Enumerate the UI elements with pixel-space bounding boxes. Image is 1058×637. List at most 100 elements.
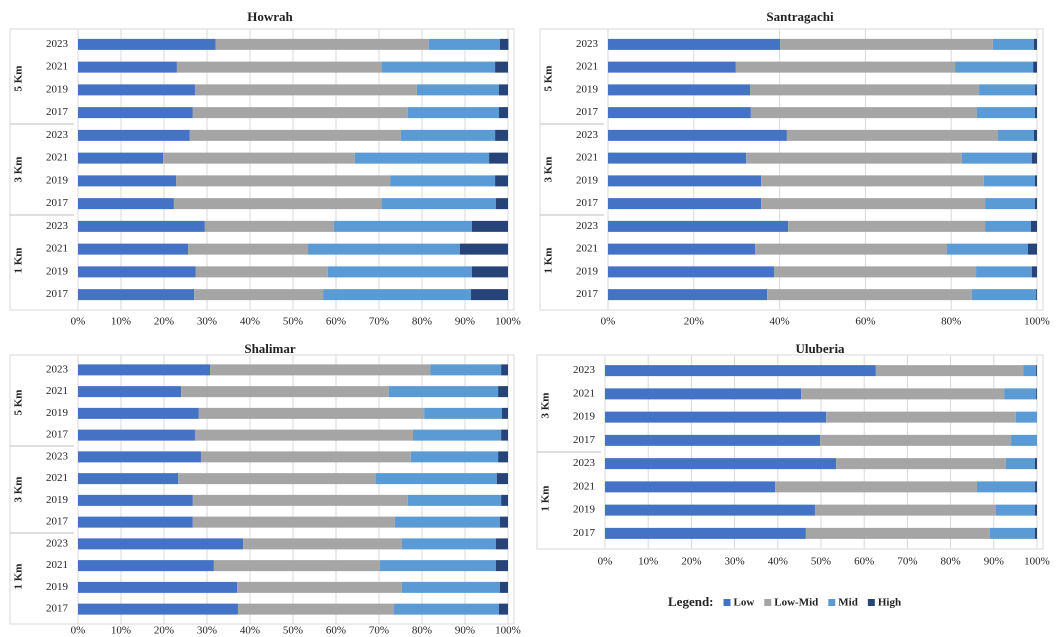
bar-segment [407,494,502,506]
bar-segment [608,84,750,96]
y-tick-label: 2023 [46,537,69,549]
x-tick-label: 20% [154,316,174,328]
y-tick-label: 2017 [46,106,69,118]
bar-segment [495,538,508,550]
y-tick-label: 2019 [576,83,599,95]
bar-segment [1034,84,1037,96]
bar-segment [379,560,496,572]
bar-segment [78,61,177,73]
y-tick-label: 2021 [46,559,68,571]
bar-segment [1034,175,1037,187]
bar-segment [976,266,1032,278]
bar-segment [416,84,499,96]
x-tick-label: 100% [1024,316,1050,328]
bar-segment [875,365,1024,377]
bar-segment [78,516,193,528]
bar-segment [1034,198,1037,210]
bar-segment [761,198,986,210]
y-tick-label: 2017 [576,197,599,209]
bar-segment [746,152,962,164]
bar-segment [946,243,1028,255]
bar-segment [608,38,781,50]
y-tick-label: 2023 [573,457,596,469]
bar-segment [976,107,1035,119]
chart-title: Santragachi [766,9,834,24]
bar-segment [605,458,837,470]
bar-segment [971,289,1037,301]
bar-segment [605,411,827,423]
bar-segment [1033,38,1037,50]
bar-segment [210,364,431,376]
bar-segment [985,220,1031,232]
y-tick-label: 2023 [576,38,599,50]
bar-segment [471,220,508,232]
x-tick-label: 40% [770,316,790,328]
x-tick-label: 80% [941,556,961,568]
y-tick-label: 2017 [576,106,599,118]
y-tick-label: 2019 [46,494,69,506]
bar-segment [495,129,508,141]
bar-segment [243,538,402,550]
group-label: 3 Km [540,393,552,419]
bar-segment [499,38,509,50]
bar-segment [78,289,195,301]
x-tick-label: 30% [197,316,217,328]
bar-segment [1034,481,1037,493]
bar-segment [204,220,334,232]
bar-segment [605,481,776,493]
chart-title: Uluberia [795,341,845,356]
bar-segment [608,289,768,301]
bar-segment [489,152,508,164]
x-tick-label: 10% [638,556,658,568]
bar-segment [308,243,460,255]
group-label: 1 Km [13,248,25,274]
bar-segment [407,107,499,119]
bar-segment [976,481,1035,493]
x-tick-label: 40% [240,316,260,328]
bar-segment [501,494,508,506]
y-tick-label: 2019 [46,581,69,593]
x-tick-label: 80% [412,625,432,637]
x-tick-label: 90% [455,316,475,328]
x-tick-label: 60% [854,556,874,568]
bar-segment [215,38,429,50]
bar-segment [382,61,496,73]
bar-segment [605,434,821,446]
x-tick-label: 90% [984,556,1004,568]
bar-segment [327,266,472,278]
plot-frame [539,28,1044,311]
bar-segment [1031,152,1037,164]
bar-segment [78,129,190,141]
y-tick-label: 2023 [576,220,599,232]
bar-segment [495,560,508,572]
bar-segment [333,220,472,232]
bar-segment [192,494,408,506]
bar-segment [1031,266,1037,278]
y-tick-label: 2017 [573,434,596,446]
y-tick-label: 2023 [46,129,69,141]
legend-label: Low-Mid [774,597,818,609]
group-label: 5 Km [13,390,25,416]
bar-segment [498,451,508,463]
bar-segment [194,429,413,441]
y-tick-label: 2019 [46,174,69,186]
y-tick-label: 2023 [46,220,69,232]
y-tick-label: 2021 [46,61,68,73]
bar-segment [78,494,193,506]
bar-segment [401,581,500,593]
bar-segment [1034,504,1037,516]
group-label: 3 Km [13,477,25,503]
bar-segment [237,581,402,593]
y-tick-label: 2019 [573,411,596,423]
bar-segment [775,481,977,493]
bar-segment [499,516,508,528]
bar-segment [1005,458,1035,470]
bar-segment [786,129,998,141]
bar-segment [78,407,199,419]
x-tick-label: 100% [495,625,521,637]
x-tick-label: 20% [681,556,701,568]
legend-label: High [878,597,901,609]
bar-segment [400,129,496,141]
chart-title: Howrah [247,9,293,24]
